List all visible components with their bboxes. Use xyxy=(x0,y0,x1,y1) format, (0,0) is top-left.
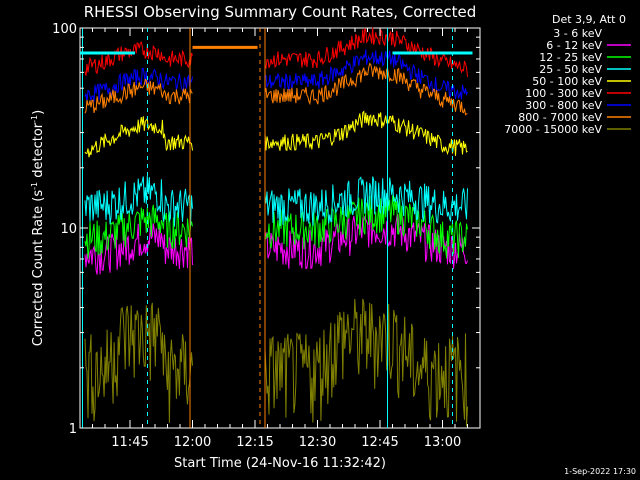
y-tick-label: 10 xyxy=(60,222,77,237)
x-tick-label: 12:00 xyxy=(174,435,211,450)
series-line xyxy=(264,110,468,156)
date-stamp: 1-Sep-2022 17:30 xyxy=(564,467,636,476)
x-tick-label: 12:45 xyxy=(361,435,398,450)
y-tick-label: 1 xyxy=(69,422,77,437)
legend-label: 7000 - 15000 keV xyxy=(504,123,602,136)
series-line xyxy=(84,67,193,103)
legend-label: 800 - 7000 keV xyxy=(518,111,602,124)
series-line xyxy=(84,175,193,227)
series-line xyxy=(84,41,193,76)
series-line xyxy=(264,176,468,227)
legend-label: 50 - 100 keV xyxy=(532,75,602,88)
legend-label: 100 - 300 keV xyxy=(525,87,602,100)
x-tick-label: 11:45 xyxy=(111,435,148,450)
axes: 1 10 100 11:45 12:00 12:15 12:30 12:45 13:00 xyxy=(52,22,480,450)
series-line xyxy=(84,204,193,259)
series-line xyxy=(84,302,193,423)
legend-label: 6 - 12 keV xyxy=(546,39,602,52)
x-tick-label: 12:30 xyxy=(299,435,336,450)
legend-title: Det 3,9, Att 0 xyxy=(552,13,626,26)
legend-label: 25 - 50 keV xyxy=(539,63,602,76)
series-line xyxy=(264,62,468,116)
series-line xyxy=(264,49,468,100)
legend-label: 3 - 6 keV xyxy=(553,27,602,40)
x-tick-label: 13:00 xyxy=(424,435,461,450)
x-axis-label: Start Time (24-Nov-16 11:32:42) xyxy=(174,456,386,471)
chart-title: RHESSI Observing Summary Count Rates, Co… xyxy=(84,3,477,21)
series-line xyxy=(84,116,193,158)
series-line xyxy=(84,181,193,234)
series-line xyxy=(264,298,468,427)
y-axis-label: Corrected Count Rate (s-1 detector-1) xyxy=(30,110,46,346)
legend-label: 300 - 800 keV xyxy=(525,99,602,112)
x-tick-label: 12:15 xyxy=(236,435,273,450)
y-tick-label: 100 xyxy=(52,22,77,37)
plot-marks xyxy=(80,27,473,428)
series-line xyxy=(84,78,193,114)
series-line xyxy=(264,195,468,259)
legend-label: 12 - 25 keV xyxy=(539,51,602,64)
